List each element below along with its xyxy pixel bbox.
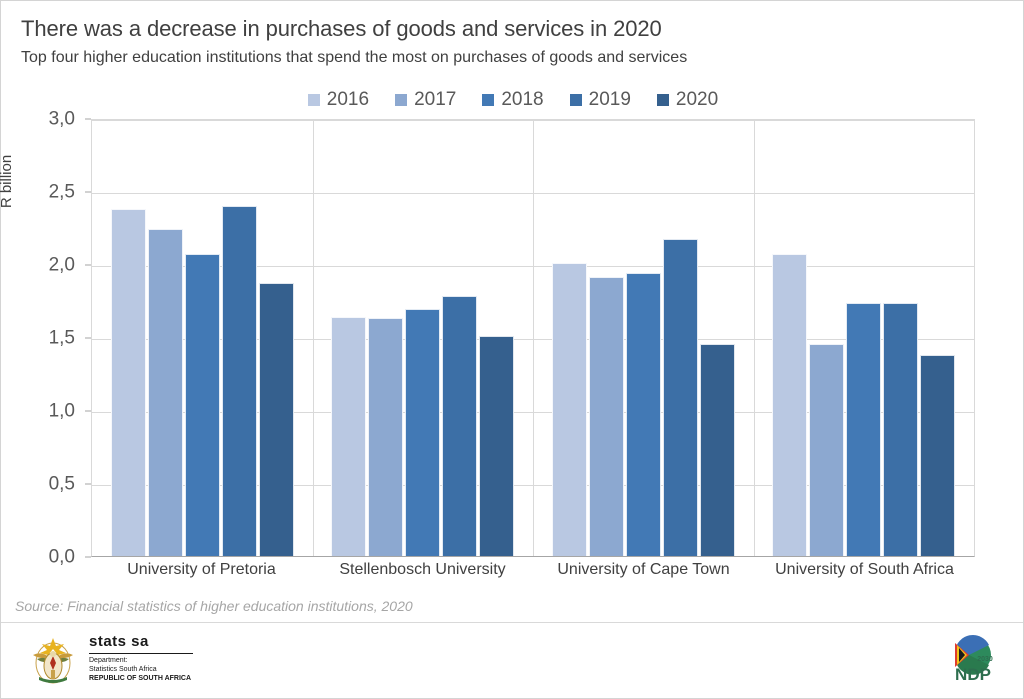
ndp-label-text: NDP [955,665,991,684]
y-axis-tick [85,410,91,412]
legend-swatch-icon [395,93,408,106]
legend-item-2020[interactable]: 2020 [656,89,719,110]
bar-group [753,120,975,556]
x-axis-category-label: University of Pretoria [127,561,276,578]
bar-2016[interactable] [772,253,808,556]
y-axis-tick [85,264,91,266]
bar-2016[interactable] [110,208,146,556]
x-axis-category-label: University of Cape Town [557,561,730,578]
y-axis-tick-label: 0,5 [48,473,75,495]
y-axis-tick [85,191,91,193]
page-title: There was a decrease in purchases of goo… [21,16,662,41]
south-africa-coat-of-arms-icon [33,638,73,684]
statssa-wordmark: stats sa Department: Statistics South Af… [89,634,193,684]
bar-2017[interactable] [588,277,624,556]
header: There was a decrease in purchases of goo… [21,15,1003,68]
legend-item-2017[interactable]: 2017 [395,90,456,109]
legend-label: 2020 [675,89,719,110]
footer-divider [1,622,1023,623]
y-axis-tick [85,556,91,558]
legend-label: 2018 [501,89,544,110]
legend-swatch-icon [307,93,320,106]
category-separator [533,120,534,556]
page-subtitle: Top four higher education institutions t… [21,48,688,66]
chart-legend: 2016 2017 2018 2019 2020 [1,90,1024,109]
bar-2017[interactable] [368,318,404,556]
bar-groups [92,120,974,556]
bar-2018[interactable] [625,272,661,556]
category-separator [753,120,755,556]
y-axis-tick-label: 3,0 [48,108,75,130]
statssa-dept-line1: Department: [89,656,128,664]
bar-2018[interactable] [405,309,441,556]
source-note: Source: Financial statistics of higher e… [15,598,413,614]
bar-2018[interactable] [846,303,882,556]
ndp-year-text: 2030 [977,656,993,663]
x-axis-category-label: University of South Africa [775,561,954,578]
statssa-underline [89,652,193,654]
legend-label: 2019 [588,89,631,110]
y-axis-labels: 0,0 0,5 1,0 1,5 2,0 2,5 3,0 [1,110,91,567]
statssa-name: stats sa [89,633,149,651]
ndp-2030-logo-icon: 2030 NDP [955,635,993,684]
legend-swatch-icon [569,93,582,106]
statssa-dept-line3: REPUBLIC OF SOUTH AFRICA [89,675,192,683]
bar-2019[interactable] [442,296,478,556]
x-axis-category-label: Stellenbosch University [339,561,506,578]
y-axis-tick-label: 2,5 [48,181,75,203]
legend-label: 2017 [414,89,457,110]
y-axis-tick-label: 1,0 [48,400,75,422]
legend-label: 2016 [326,89,370,110]
bar-group [92,120,313,556]
legend-item-2018[interactable]: 2018 [482,89,544,110]
bar-2016[interactable] [331,316,367,556]
y-axis-tick-label: 1,5 [48,327,75,349]
statssa-department: Department: Statistics South Africa REPU… [89,656,193,684]
bar-2017[interactable] [147,228,183,556]
statssa-logo: stats sa Department: Statistics South Af… [27,633,193,685]
y-axis-tick [85,483,91,485]
legend-item-2016[interactable]: 2016 [307,89,370,110]
bar-2018[interactable] [184,253,220,556]
bar-2019[interactable] [883,303,919,556]
bar-2020[interactable] [479,335,515,556]
bar-group [312,120,534,556]
bar-2017[interactable] [809,344,845,556]
bar-group [533,120,754,556]
y-axis-tick-label: 0,0 [48,546,75,568]
y-axis-tick [85,118,91,120]
bar-2020[interactable] [699,344,735,556]
y-axis-tick [85,337,91,339]
bar-2019[interactable] [662,239,698,556]
bar-2019[interactable] [221,205,257,556]
bar-2020[interactable] [258,282,294,556]
legend-swatch-icon [482,93,495,106]
category-separator [312,120,314,556]
y-axis-tick-label: 2,0 [48,254,75,276]
statssa-dept-line2: Statistics South Africa [89,666,157,674]
bar-2016[interactable] [551,262,587,556]
legend-swatch-icon [656,93,669,106]
x-axis-labels: University of Pretoria Stellenbosch Unive… [91,561,975,579]
legend-item-2019[interactable]: 2019 [569,89,631,110]
plot-area [91,119,975,557]
bar-2020[interactable] [920,354,956,556]
